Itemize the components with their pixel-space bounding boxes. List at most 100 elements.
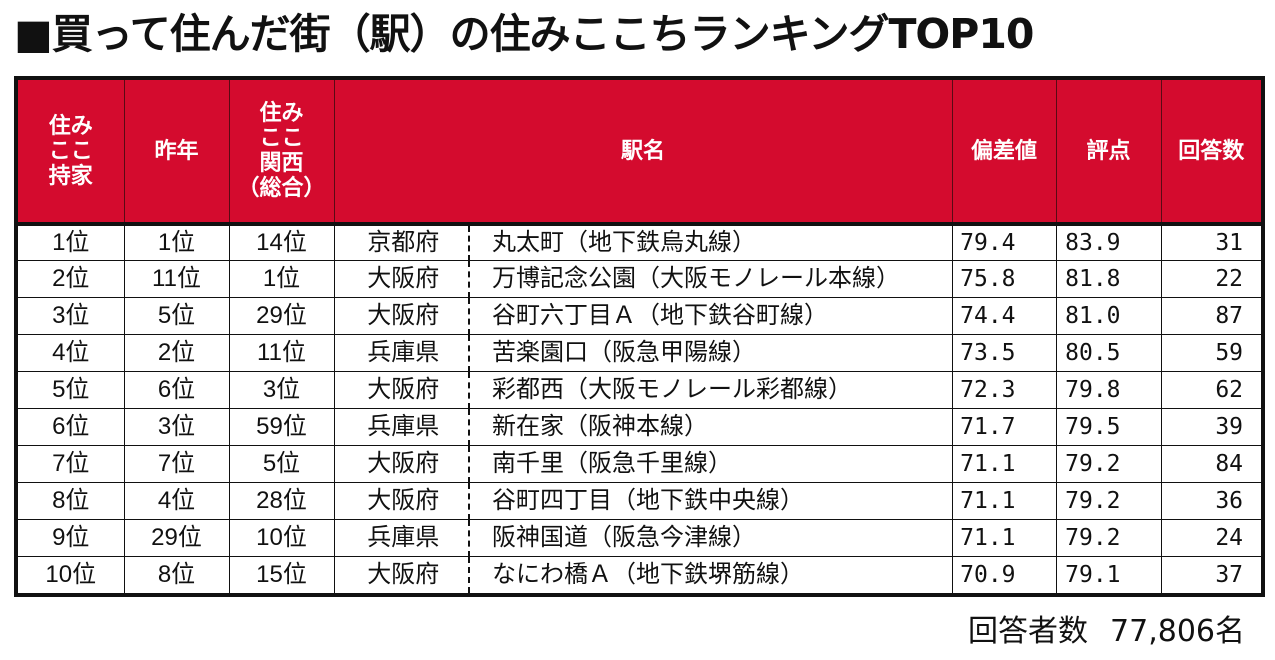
cell-deviation: 75.8	[952, 260, 1057, 299]
header-station: 駅名	[334, 80, 953, 226]
cell-station: 苦楽園口（阪急甲陽線）	[469, 334, 953, 373]
respondent-count-value: 77,806名	[1110, 614, 1245, 649]
cell-rank: 9位	[18, 519, 125, 557]
cell-kansai: 29位	[229, 297, 335, 336]
header-text: 持家	[48, 163, 93, 189]
table-row: 3位 5位 29位 大阪府 谷町六丁目Ａ（地下鉄谷町線） 74.4 81.0 8…	[18, 297, 1262, 336]
cell-deviation: 70.9	[952, 556, 1057, 593]
cell-last-year: 7位	[124, 445, 230, 483]
cell-deviation: 71.7	[952, 408, 1057, 446]
cell-prefecture: 大阪府	[334, 260, 470, 299]
cell-last-year: 1位	[124, 224, 230, 262]
cell-station: 谷町六丁目Ａ（地下鉄谷町線）	[469, 297, 953, 336]
cell-deviation: 71.1	[952, 482, 1057, 520]
cell-station: 南千里（阪急千里線）	[469, 445, 953, 483]
table-row: 10位 8位 15位 大阪府 なにわ橋Ａ（地下鉄堺筋線） 70.9 79.1 3…	[18, 556, 1261, 593]
cell-kansai: 28位	[229, 482, 335, 520]
cell-score: 79.5	[1056, 408, 1162, 446]
table-row: 1位 1位 14位 京都府 丸太町（地下鉄烏丸線） 79.4 83.9 31	[18, 224, 1262, 262]
cell-responses: 36	[1161, 482, 1262, 520]
header-row: 住み ここ 持家 昨年 住み ここ 関西 （総合） 駅名 偏差値 評点 回答数	[18, 80, 1262, 226]
cell-responses: 59	[1161, 334, 1262, 373]
header-text: 住み	[259, 101, 304, 126]
cell-last-year: 8位	[124, 556, 230, 593]
table-row: 5位 6位 3位 大阪府 彩都西（大阪モノレール彩都線） 72.3 79.8 6…	[18, 371, 1262, 409]
cell-score: 79.1	[1056, 556, 1162, 593]
cell-score: 81.0	[1056, 297, 1162, 336]
cell-responses: 24	[1161, 519, 1262, 557]
cell-deviation: 79.4	[952, 224, 1057, 262]
cell-kansai: 5位	[229, 445, 335, 483]
cell-prefecture: 大阪府	[334, 371, 470, 409]
ranking-table: 住み ここ 持家 昨年 住み ここ 関西 （総合） 駅名 偏差値 評点 回答数 …	[18, 80, 1262, 593]
cell-last-year: 3位	[124, 408, 230, 446]
cell-deviation: 71.1	[952, 519, 1057, 557]
header-text: ここ	[259, 126, 304, 151]
cell-responses: 84	[1161, 445, 1262, 483]
header-last-year: 昨年	[124, 80, 230, 226]
cell-last-year: 6位	[124, 371, 230, 409]
header-score: 評点	[1056, 80, 1162, 226]
cell-prefecture: 兵庫県	[334, 519, 470, 557]
table-row: 7位 7位 5位 大阪府 南千里（阪急千里線） 71.1 79.2 84	[18, 445, 1262, 483]
cell-last-year: 5位	[124, 297, 230, 336]
header-rank-owner: 住み ここ 持家	[18, 80, 125, 226]
table-row: 4位 2位 11位 兵庫県 苦楽園口（阪急甲陽線） 73.5 80.5 59	[18, 334, 1262, 373]
cell-score: 83.9	[1056, 224, 1162, 262]
table-row: 6位 3位 59位 兵庫県 新在家（阪神本線） 71.7 79.5 39	[18, 408, 1262, 446]
cell-rank: 4位	[18, 334, 125, 373]
table-row: 2位 11位 1位 大阪府 万博記念公園（大阪モノレール本線） 75.8 81.…	[18, 260, 1262, 299]
cell-deviation: 73.5	[952, 334, 1057, 373]
cell-responses: 37	[1215, 561, 1244, 588]
cell-prefecture: 京都府	[334, 224, 470, 262]
page-title: ■買って住んだ街（駅）の住みここちランキングTOP10	[14, 10, 1034, 58]
cell-station: 彩都西（大阪モノレール彩都線）	[469, 371, 953, 409]
cell-prefecture: 兵庫県	[334, 408, 470, 446]
respondent-count-label: 回答者数	[968, 614, 1089, 649]
cell-station: 新在家（阪神本線）	[469, 408, 953, 446]
cell-kansai: 59位	[229, 408, 335, 446]
cell-last-year: 2位	[124, 334, 230, 373]
cell-kansai: 1位	[229, 260, 335, 299]
cell-rank: 1位	[18, 224, 125, 262]
header-deviation: 偏差値	[952, 80, 1057, 226]
cell-responses: 22	[1161, 260, 1262, 299]
cell-last-year: 11位	[124, 260, 230, 299]
cell-deviation: 74.4	[952, 297, 1057, 336]
cell-responses: 39	[1161, 408, 1262, 446]
cell-station: なにわ橋Ａ（地下鉄堺筋線）	[469, 556, 953, 593]
cell-score: 79.2	[1056, 445, 1162, 483]
cell-kansai: 3位	[229, 371, 335, 409]
table-row: 8位 4位 28位 大阪府 谷町四丁目（地下鉄中央線） 71.1 79.2 36	[18, 482, 1262, 520]
cell-rank: 6位	[18, 408, 125, 446]
cell-score: 81.8	[1056, 260, 1162, 299]
ranking-table-container: 住み ここ 持家 昨年 住み ここ 関西 （総合） 駅名 偏差値 評点 回答数 …	[14, 76, 1265, 597]
cell-kansai: 11位	[229, 334, 335, 373]
header-text: （総合）	[237, 176, 326, 201]
cell-prefecture: 大阪府	[334, 297, 470, 336]
cell-responses: 87	[1161, 297, 1262, 336]
cell-kansai: 15位	[229, 556, 335, 593]
cell-score: 80.5	[1056, 334, 1162, 373]
header-text: ここ	[48, 138, 93, 164]
cell-rank: 7位	[18, 445, 125, 483]
cell-station: 谷町四丁目（地下鉄中央線）	[469, 482, 953, 520]
cell-kansai: 10位	[229, 519, 335, 557]
cell-deviation: 72.3	[952, 371, 1057, 409]
cell-deviation: 71.1	[952, 445, 1057, 483]
cell-station: 万博記念公園（大阪モノレール本線）	[469, 260, 953, 299]
cell-prefecture: 大阪府	[334, 482, 470, 520]
cell-station: 丸太町（地下鉄烏丸線）	[469, 224, 953, 262]
cell-prefecture: 兵庫県	[334, 334, 470, 373]
cell-rank: 10位	[18, 556, 125, 593]
cell-station: 阪神国道（阪急今津線）	[469, 519, 953, 557]
cell-responses: 62	[1161, 371, 1262, 409]
cell-last-year: 29位	[124, 519, 230, 557]
cell-responses: 31	[1161, 224, 1262, 262]
header-responses: 回答数	[1161, 80, 1262, 226]
header-text: 住み	[48, 113, 93, 139]
cell-rank: 3位	[18, 297, 125, 336]
cell-prefecture: 大阪府	[334, 445, 470, 483]
cell-score: 79.8	[1056, 371, 1162, 409]
cell-kansai: 14位	[229, 224, 335, 262]
